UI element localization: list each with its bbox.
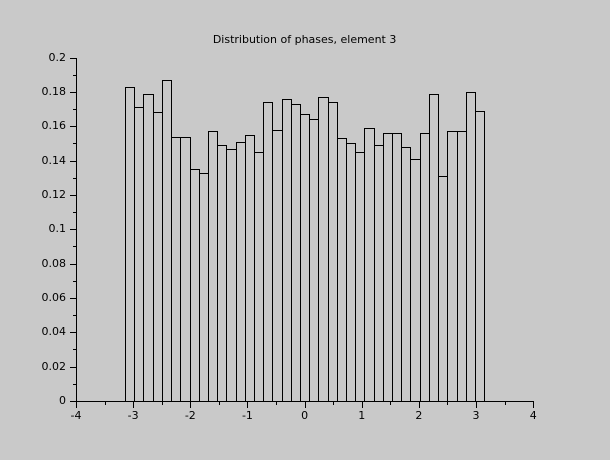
x-tick-label: 0	[301, 409, 309, 422]
y-tick-label: 0.16	[41, 119, 67, 133]
y-minor-tick	[73, 143, 76, 145]
y-tick	[70, 297, 76, 299]
y-minor-tick	[73, 246, 76, 248]
y-tick-label: 0.1	[48, 222, 67, 236]
x-minor-tick	[333, 402, 335, 405]
x-tick	[76, 402, 77, 408]
y-minor-tick	[73, 315, 76, 317]
x-tick-label: 3	[472, 409, 480, 422]
y-tick	[70, 194, 76, 196]
histogram-bar	[474, 110, 486, 401]
x-tick	[247, 402, 249, 408]
chart-title: Distribution of phases, element 3	[212, 33, 397, 46]
y-tick-label: 0.2	[48, 50, 67, 64]
y-tick-label: 0.02	[41, 359, 67, 373]
x-tick-label: -4	[70, 409, 82, 422]
y-tick	[70, 401, 76, 402]
x-tick	[133, 402, 135, 408]
y-minor-tick	[73, 74, 76, 76]
y-tick-label: 0.14	[41, 153, 67, 167]
x-tick-label: 2	[415, 409, 423, 422]
y-axis-line	[76, 57, 77, 402]
x-minor-tick	[390, 402, 392, 405]
x-tick	[361, 402, 363, 408]
x-tick-label: -3	[127, 409, 139, 422]
y-minor-tick	[73, 383, 76, 385]
x-tick	[476, 402, 478, 408]
y-tick	[70, 229, 76, 231]
x-minor-tick	[447, 402, 449, 405]
y-tick-label: 0	[59, 394, 66, 407]
x-minor-tick	[276, 402, 278, 405]
x-tick	[533, 402, 535, 408]
y-tick-label: 0.04	[41, 325, 67, 339]
x-tick	[418, 402, 420, 408]
y-tick	[70, 160, 76, 162]
y-tick	[70, 126, 76, 128]
y-tick	[70, 366, 76, 368]
y-minor-tick	[73, 280, 76, 282]
y-tick-label: 0.18	[41, 84, 67, 98]
x-tick	[190, 402, 192, 408]
x-minor-tick	[218, 402, 220, 405]
x-tick-label: -1	[241, 409, 253, 422]
y-tick	[70, 57, 76, 59]
y-minor-tick	[73, 212, 76, 214]
x-minor-tick	[504, 402, 506, 405]
y-minor-tick	[73, 109, 76, 111]
x-minor-tick	[161, 402, 163, 405]
y-tick	[70, 332, 76, 334]
x-tick	[304, 402, 306, 408]
y-tick-label: 0.12	[41, 187, 67, 201]
y-tick	[70, 91, 76, 93]
x-tick-label: -2	[184, 409, 196, 422]
x-tick-label: 4	[529, 409, 537, 422]
y-tick-label: 0.08	[41, 256, 67, 270]
y-minor-tick	[73, 349, 76, 351]
y-tick-label: 0.06	[41, 290, 67, 304]
x-minor-tick	[104, 402, 106, 405]
x-axis-line	[76, 401, 535, 402]
x-tick-label: 1	[358, 409, 366, 422]
y-minor-tick	[73, 177, 76, 179]
y-tick	[70, 263, 76, 265]
